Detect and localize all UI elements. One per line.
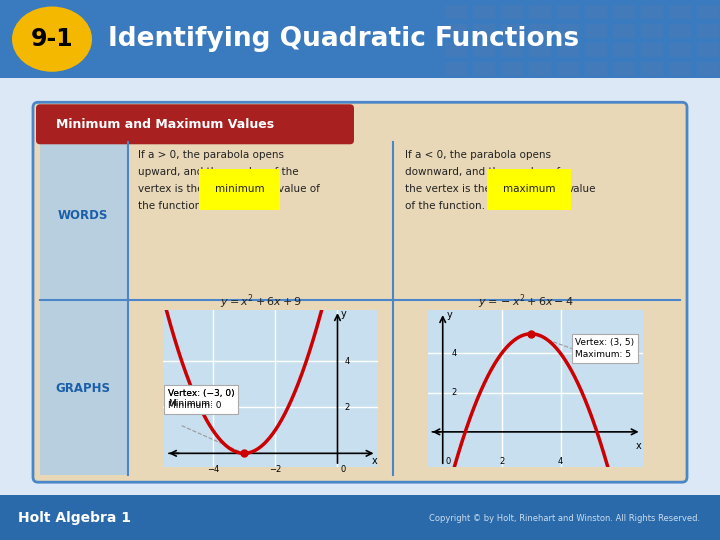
Bar <box>445 5 467 19</box>
Ellipse shape <box>12 6 92 72</box>
Bar <box>641 5 663 19</box>
Bar <box>40 109 128 475</box>
Text: y: y <box>446 310 452 320</box>
Bar <box>473 43 495 57</box>
Text: 2: 2 <box>499 457 504 467</box>
Bar <box>557 43 579 57</box>
Text: $y = x^2 + 6x + 9$: $y = x^2 + 6x + 9$ <box>220 292 302 311</box>
Text: Vertex: (3, 5)
Maximum: 5: Vertex: (3, 5) Maximum: 5 <box>575 338 634 359</box>
Bar <box>641 62 663 76</box>
Text: 2: 2 <box>451 388 456 397</box>
Text: y: y <box>341 309 346 319</box>
Bar <box>585 43 607 57</box>
Text: value: value <box>568 184 596 194</box>
Bar <box>473 24 495 38</box>
Text: the vertex is the: the vertex is the <box>405 184 491 194</box>
Bar <box>613 62 635 76</box>
FancyBboxPatch shape <box>36 104 354 144</box>
Text: −2: −2 <box>269 465 282 474</box>
Bar <box>557 24 579 38</box>
Bar <box>613 5 635 19</box>
Text: upward, and the y-value of the: upward, and the y-value of the <box>138 167 299 177</box>
Bar <box>529 5 551 19</box>
Bar <box>501 5 523 19</box>
Bar <box>445 24 467 38</box>
Bar <box>529 43 551 57</box>
Bar <box>697 24 719 38</box>
Text: minimum: minimum <box>215 184 265 194</box>
Bar <box>585 62 607 76</box>
Text: downward, and the y-value of: downward, and the y-value of <box>405 167 560 177</box>
Text: Copyright © by Holt, Rinehart and Winston. All Rights Reserved.: Copyright © by Holt, Rinehart and Winsto… <box>429 514 700 523</box>
Bar <box>669 62 691 76</box>
Text: 0: 0 <box>341 465 346 474</box>
Text: x: x <box>372 456 378 467</box>
Text: the function.: the function. <box>138 201 204 211</box>
Text: 4: 4 <box>451 349 456 358</box>
Text: vertex is the: vertex is the <box>138 184 204 194</box>
Bar <box>501 62 523 76</box>
Text: of the function.: of the function. <box>405 201 485 211</box>
Bar <box>613 43 635 57</box>
Text: GRAPHS: GRAPHS <box>55 382 110 395</box>
Bar <box>697 43 719 57</box>
Bar <box>613 24 635 38</box>
Text: Vertex: (−3, 0)
Minimum:: Vertex: (−3, 0) Minimum: <box>168 389 234 408</box>
Text: 2: 2 <box>344 403 350 411</box>
Bar <box>501 43 523 57</box>
Text: value of: value of <box>278 184 320 194</box>
Bar <box>641 24 663 38</box>
Bar <box>669 43 691 57</box>
Bar <box>501 24 523 38</box>
Text: 9-1: 9-1 <box>31 27 73 51</box>
Text: 4: 4 <box>344 356 350 366</box>
Bar <box>697 62 719 76</box>
Bar <box>445 62 467 76</box>
Bar <box>669 5 691 19</box>
Text: Minimum and Maximum Values: Minimum and Maximum Values <box>56 118 274 131</box>
Bar <box>557 62 579 76</box>
Text: −4: −4 <box>207 465 219 474</box>
FancyBboxPatch shape <box>33 102 687 482</box>
Text: $y = -x^2 + 6x - 4$: $y = -x^2 + 6x - 4$ <box>478 292 574 311</box>
Text: x: x <box>636 441 642 450</box>
Text: 0: 0 <box>446 457 451 467</box>
Text: 4: 4 <box>558 457 563 467</box>
Bar <box>585 5 607 19</box>
Text: If a > 0, the parabola opens: If a > 0, the parabola opens <box>138 150 284 160</box>
Bar <box>445 43 467 57</box>
Text: WORDS: WORDS <box>58 209 108 222</box>
Bar <box>641 43 663 57</box>
Bar <box>529 62 551 76</box>
Bar <box>473 62 495 76</box>
Text: Vertex: (−3, 0)
Minimum: 0: Vertex: (−3, 0) Minimum: 0 <box>168 389 234 410</box>
Text: maximum: maximum <box>503 184 556 194</box>
Text: Holt Algebra 1: Holt Algebra 1 <box>18 511 131 525</box>
Bar <box>529 24 551 38</box>
Text: Identifying Quadratic Functions: Identifying Quadratic Functions <box>108 26 579 52</box>
Bar <box>669 24 691 38</box>
Bar <box>473 5 495 19</box>
Bar <box>697 5 719 19</box>
Bar <box>557 5 579 19</box>
Text: If a < 0, the parabola opens: If a < 0, the parabola opens <box>405 150 551 160</box>
Bar <box>585 24 607 38</box>
